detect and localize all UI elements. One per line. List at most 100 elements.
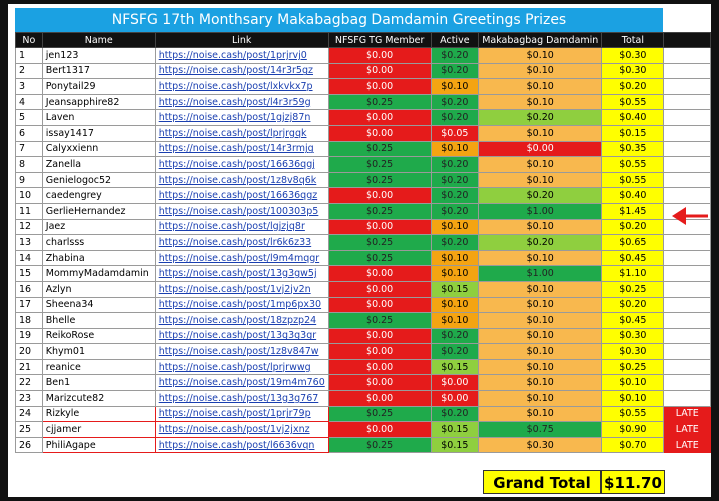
active-prize: $0.10 [430,312,480,329]
post-link[interactable]: https://noise.cash/post/1vj2jv2n [154,280,329,298]
table-row: 11 GerlieHernandez https://noise.cash/post… [15,202,711,220]
makabagbag-prize: $0.10 [478,78,603,95]
row-number: 6 [15,124,43,142]
total-prize: $0.70 [601,436,665,454]
active-prize: $0.20 [430,343,480,360]
post-link[interactable]: https://noise.cash/post/l9m4mqgr [154,249,329,267]
post-link[interactable]: https://noise.cash/post/1z8v847w [154,343,329,360]
post-link[interactable]: https://noise.cash/post/lprjrgqk [154,124,329,142]
row-number: 10 [15,187,43,204]
table-row: 20 Khym01 https://noise.cash/post/1z8v847w… [15,343,711,360]
row-number: 1 [15,47,43,64]
post-link[interactable]: https://noise.cash/post/1mp6px30 [154,296,329,314]
member-name: Rizkyle [41,405,156,423]
prize-table: No Name Link NFSFG TG Member Active Makabagba… [15,32,711,454]
post-link[interactable]: https://noise.cash/post/1prjr79p [154,405,329,423]
table-row: 15 MommyMadamdamin https://noise.cash/post… [15,265,711,282]
post-link[interactable]: https://noise.cash/post/l6636vqn [154,436,329,454]
makabagbag-prize: $0.10 [478,358,603,376]
makabagbag-prize: $0.10 [478,312,603,329]
table-row: 24 Rizkyle https://noise.cash/post/1prjr79… [15,405,711,423]
row-number: 17 [15,296,43,314]
total-prize: $0.90 [601,421,665,438]
makabagbag-prize: $0.75 [478,421,603,438]
total-prize: $0.55 [601,405,665,423]
post-link[interactable]: https://noise.cash/post/lprjrwwg [154,358,329,376]
makabagbag-prize: $0.10 [478,343,603,360]
member-name: reanice [41,358,156,376]
makabagbag-prize: $0.20 [478,187,603,204]
member-name: Genielogoc52 [41,171,156,189]
member-name: Bert1317 [41,62,156,80]
member-prize: $0.25 [327,405,432,423]
member-prize: $0.00 [327,62,432,80]
post-link[interactable]: https://noise.cash/post/14r3r5gz [154,62,329,80]
makabagbag-prize: $1.00 [478,202,603,220]
post-link[interactable]: https://noise.cash/post/16636qgz [154,187,329,204]
sheet-title: NFSFG 17th Monthsary Makabagbag Damdamin… [15,8,663,32]
post-link[interactable]: https://noise.cash/post/13g3g767 [154,390,329,407]
grand-total-value: $11.70 [601,470,665,494]
table-row: 1 jen123 https://noise.cash/post/1prjrvj0 $… [15,47,711,64]
post-link[interactable]: https://noise.cash/post/l4r3r59g [154,93,329,111]
makabagbag-prize: $0.30 [478,436,603,454]
row-number: 8 [15,156,43,173]
member-name: ReikoRose [41,327,156,345]
member-prize: $0.00 [327,109,432,126]
table-row: 13 charlsss https://noise.cash/post/lr6k6z… [15,234,711,251]
post-link[interactable]: https://noise.cash/post/13g3gw5j [154,265,329,282]
active-prize: $0.20 [430,171,480,189]
table-row: 14 Zhabina https://noise.cash/post/l9m4mqg… [15,249,711,267]
status-empty [663,47,711,64]
post-link[interactable]: https://noise.cash/post/1vj2jxnz [154,421,329,438]
row-number: 13 [15,234,43,251]
post-link[interactable]: https://noise.cash/post/1z8v8q6k [154,171,329,189]
member-name: caedengrey [41,187,156,204]
status-empty [663,249,711,267]
post-link[interactable]: https://noise.cash/post/13g3g3gr [154,327,329,345]
status-empty [663,93,711,111]
makabagbag-prize: $0.10 [478,171,603,189]
table-row: 19 ReikoRose https://noise.cash/post/13g3g… [15,327,711,345]
makabagbag-prize: $0.10 [478,390,603,407]
row-number: 12 [15,218,43,236]
total-prize: $0.65 [601,234,665,251]
status-empty [663,140,711,158]
row-number: 26 [15,436,43,454]
post-link[interactable]: https://noise.cash/post/100303p5 [154,202,329,220]
status-empty [663,312,711,329]
member-name: Bhelle [41,312,156,329]
makabagbag-prize: $0.20 [478,234,603,251]
makabagbag-prize: $0.10 [478,62,603,80]
post-link[interactable]: https://noise.cash/post/1prjrvj0 [154,47,329,64]
post-link[interactable]: https://noise.cash/post/lgjzjq8r [154,218,329,236]
member-name: charlsss [41,234,156,251]
total-prize: $0.10 [601,374,665,392]
makabagbag-prize: $0.10 [478,249,603,267]
table-row: 16 Azlyn https://noise.cash/post/1vj2jv2n $… [15,280,711,298]
status-empty [663,234,711,251]
row-number: 3 [15,78,43,95]
post-link[interactable]: https://noise.cash/post/lxkvkx7p [154,78,329,95]
member-prize: $0.25 [327,202,432,220]
member-name: Ponytail29 [41,78,156,95]
spreadsheet: NFSFG 17th Monthsary Makabagbag Damdamin… [8,4,711,497]
table-row: 26 PhiliAgape https://noise.cash/post/l663… [15,436,711,454]
active-prize: $0.10 [430,78,480,95]
row-number: 25 [15,421,43,438]
status: LATE [663,405,711,423]
row-number: 21 [15,358,43,376]
table-row: 9 Genielogoc52 https://noise.cash/post/1z8… [15,171,711,189]
active-prize: $0.20 [430,327,480,345]
post-link[interactable]: https://noise.cash/post/lr6k6z33 [154,234,329,251]
member-prize: $0.00 [327,327,432,345]
makabagbag-prize: $0.10 [478,156,603,173]
status-empty [663,296,711,314]
post-link[interactable]: https://noise.cash/post/14r3rmjg [154,140,329,158]
post-link[interactable]: https://noise.cash/post/1gjzj87n [154,109,329,126]
post-link[interactable]: https://noise.cash/post/18zpzp24 [154,312,329,329]
post-link[interactable]: https://noise.cash/post/16636qgj [154,156,329,173]
post-link[interactable]: https://noise.cash/post/19m4m760 [154,374,329,392]
table-row: 22 Ben1 https://noise.cash/post/19m4m760 $0… [15,374,711,392]
total-prize: $0.55 [601,93,665,111]
